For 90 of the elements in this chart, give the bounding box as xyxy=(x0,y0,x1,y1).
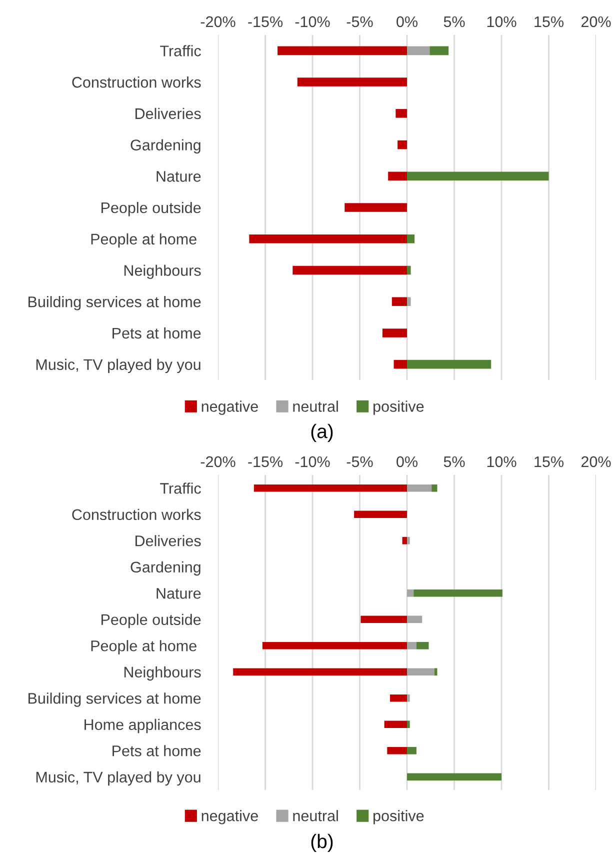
x-tick-label: -5% xyxy=(346,456,373,468)
bar xyxy=(344,203,407,212)
x-tick-label: 5% xyxy=(444,16,465,28)
bar xyxy=(390,694,407,702)
bar xyxy=(432,484,438,492)
bar xyxy=(394,360,407,369)
bar xyxy=(407,484,432,492)
x-tick-label: 0% xyxy=(396,16,418,28)
bar xyxy=(407,172,549,181)
x-tick-label: 10% xyxy=(487,16,516,28)
x-tick-label: 20% xyxy=(581,16,611,28)
y-tick-label: Building services at home xyxy=(28,296,201,310)
bar xyxy=(407,694,410,702)
bar xyxy=(384,720,407,728)
legend-label: negative xyxy=(202,400,258,415)
x-tick-label: 0% xyxy=(396,456,418,468)
x-tick-label: 10% xyxy=(487,456,516,468)
bar xyxy=(297,78,407,86)
bar xyxy=(402,536,407,544)
y-tick-label: Home appliances xyxy=(84,718,201,734)
x-tick-label: -5% xyxy=(346,16,373,28)
y-tick-label: People at home xyxy=(91,640,196,654)
legend-label: positive xyxy=(374,400,424,415)
legend-label: neutral xyxy=(293,400,338,412)
bar xyxy=(407,234,415,244)
x-tick-label: 20% xyxy=(581,456,611,468)
bar xyxy=(388,172,407,181)
y-tick-label: Pets at home xyxy=(112,745,201,756)
x-tick-label: -15% xyxy=(248,456,283,468)
bar xyxy=(416,642,429,650)
bar xyxy=(407,720,410,728)
y-tick-label: People at home xyxy=(91,233,196,248)
bar xyxy=(407,46,430,56)
y-tick-label: Music, TV played by you xyxy=(36,358,200,374)
x-tick-label: 5% xyxy=(444,456,465,468)
bar xyxy=(407,642,416,650)
y-tick-label: People outside xyxy=(102,614,201,628)
y-tick-label: Pets at home xyxy=(112,327,201,339)
y-tick-label: Gardening xyxy=(130,561,200,576)
bar xyxy=(407,616,422,624)
bar xyxy=(407,536,410,544)
y-tick-label: Building services at home xyxy=(28,692,201,707)
bar xyxy=(407,360,492,369)
y-tick-label: Construction works xyxy=(72,508,201,520)
bar xyxy=(407,746,416,754)
bar xyxy=(360,616,407,624)
legend-label: neutral xyxy=(293,810,338,822)
bar xyxy=(407,266,411,275)
x-tick-label: -20% xyxy=(200,16,236,28)
text: (a) xyxy=(311,424,333,442)
y-tick-label: Construction works xyxy=(72,76,201,88)
x-tick-label: 15% xyxy=(534,456,564,468)
x-tick-label: 15% xyxy=(534,16,564,28)
x-tick-label: -10% xyxy=(295,456,330,468)
bar xyxy=(249,234,407,244)
bar xyxy=(278,46,407,56)
y-tick-label: Traffic xyxy=(160,482,201,494)
bar xyxy=(430,46,449,56)
bar xyxy=(292,266,407,275)
y-tick-label: Neighbours xyxy=(124,264,201,279)
bar xyxy=(434,668,438,676)
bar xyxy=(387,746,407,754)
legend-label: positive xyxy=(374,810,424,824)
bar xyxy=(396,109,407,118)
bar xyxy=(354,510,407,518)
y-tick-label: Music, TV played by you xyxy=(36,771,200,786)
y-tick-label: People outside xyxy=(102,202,201,216)
bar xyxy=(254,484,407,492)
bar xyxy=(398,140,407,150)
bar xyxy=(233,668,407,676)
text: (b) xyxy=(311,834,333,852)
bar xyxy=(407,773,502,781)
x-tick-label: -15% xyxy=(248,16,283,28)
bar xyxy=(407,297,411,306)
bar xyxy=(407,668,434,676)
y-tick-label: Nature xyxy=(156,588,201,599)
bar xyxy=(407,589,414,597)
y-tick-label: Deliveries xyxy=(136,108,201,120)
bar xyxy=(382,328,407,338)
y-tick-label: Gardening xyxy=(130,139,200,154)
legend-label: negative xyxy=(202,810,258,824)
bar xyxy=(392,297,407,306)
bar xyxy=(262,642,407,650)
y-tick-label: Traffic xyxy=(160,45,201,56)
x-tick-label: -10% xyxy=(295,16,330,28)
y-tick-label: Nature xyxy=(156,171,201,182)
y-tick-label: Deliveries xyxy=(136,535,201,546)
bar xyxy=(414,589,502,597)
y-tick-label: Neighbours xyxy=(124,666,201,681)
x-tick-label: -20% xyxy=(200,456,236,468)
